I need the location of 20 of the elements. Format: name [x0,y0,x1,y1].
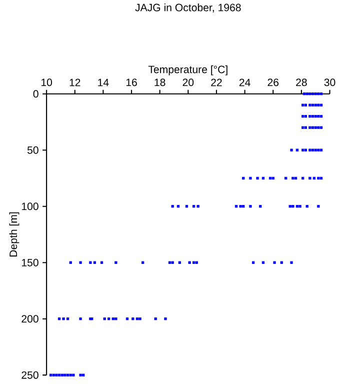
y-tick-label: 200 [22,315,38,323]
y-tick-label: 0 [33,90,38,98]
y-axis-title: Depth [m] [9,212,20,256]
x-tick-label: 30 [324,78,336,86]
x-tick-label: 26 [268,78,278,86]
x-tick-label: 24 [239,78,250,86]
y-tick-label: 150 [22,258,38,266]
chart-title: JAJG in October, 1968 [135,4,241,13]
y-tick-label: 250 [22,371,38,379]
x-axis-title: Temperature [°C] [148,65,228,76]
x-tick-label: 20 [182,78,194,86]
x-tick-label: 14 [98,78,109,86]
x-tick-label: 28 [296,78,307,86]
x-tick-label: 10 [41,78,52,86]
x-tick-label: 18 [154,78,166,86]
x-tick-label: 22 [211,78,222,86]
y-tick-label: 50 [27,146,38,154]
y-tick-label: 100 [22,202,38,210]
x-tick-label: 12 [70,78,80,86]
x-tick-label: 16 [126,78,137,86]
